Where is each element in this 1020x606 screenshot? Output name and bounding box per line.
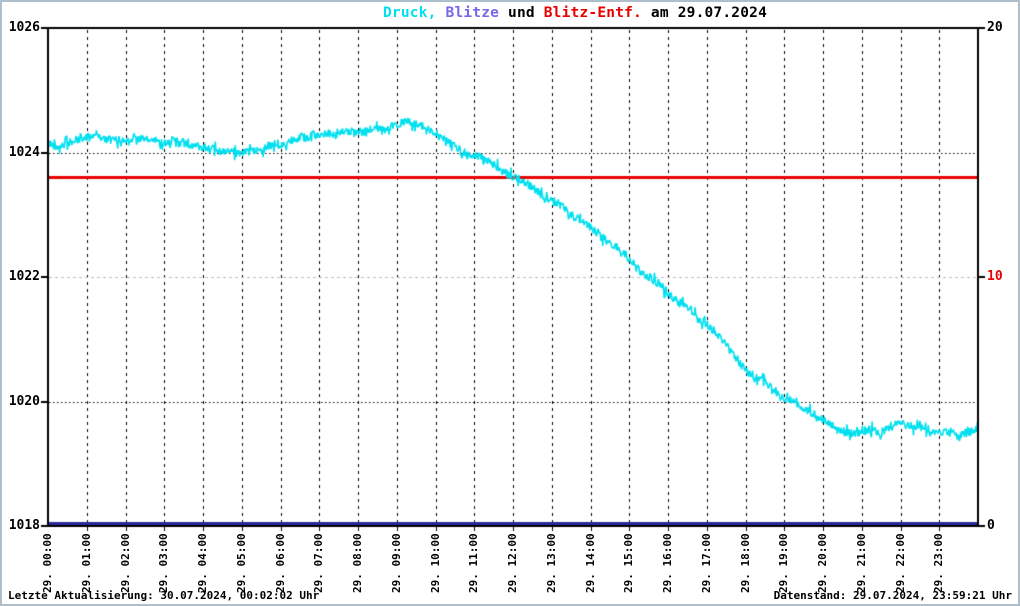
x-tick-label: 29. 09:00 bbox=[389, 533, 403, 593]
x-tick-label: 29. 15:00 bbox=[622, 533, 636, 593]
last-update-text: Letzte Aktualisierung: 30.07.2024, 00:02… bbox=[8, 589, 320, 602]
x-tick-label: 29. 11:00 bbox=[467, 533, 481, 593]
x-tick-label: 29. 05:00 bbox=[234, 533, 248, 593]
chart-title: Druck, Blitze und Blitz-Entf. am 29.07.2… bbox=[2, 5, 1018, 21]
x-tick-label: 29. 12:00 bbox=[506, 533, 519, 593]
y-left-tick-label: 1024 bbox=[8, 144, 40, 160]
title-segment: und bbox=[499, 5, 544, 21]
x-tick-label: 29. 06:00 bbox=[273, 533, 287, 593]
title-segment: Druck, bbox=[382, 5, 437, 21]
x-tick-label: 29. 22:00 bbox=[893, 533, 907, 593]
x-tick-label: 29. 16:00 bbox=[661, 533, 674, 593]
y-left-tick-label: 1022 bbox=[8, 269, 40, 284]
x-tick-label: 29. 17:00 bbox=[699, 533, 713, 593]
x-tick-label: 29. 19:00 bbox=[777, 533, 791, 593]
x-tick-label: 29. 00:00 bbox=[41, 533, 54, 593]
x-tick-label: 29. 21:00 bbox=[854, 533, 868, 593]
x-tick-label: 29. 04:00 bbox=[196, 533, 209, 593]
y-right-tick-label: 20 bbox=[987, 20, 1003, 35]
x-tick-label: 29. 13:00 bbox=[544, 533, 558, 593]
x-tick-label: 29. 02:00 bbox=[118, 533, 132, 593]
title-segment: Blitz-Entf. bbox=[543, 5, 642, 21]
x-tick-label: 29. 07:00 bbox=[312, 533, 326, 593]
y-right-tick-label: 10 bbox=[987, 269, 1003, 284]
title-segment: am 29.07.2024 bbox=[641, 5, 768, 21]
x-tick-label: 29. 14:00 bbox=[583, 533, 597, 593]
data-timestamp-text: Datenstand: 29.07.2024, 23:59:21 Uhr bbox=[773, 589, 1012, 602]
x-tick-label: 29. 20:00 bbox=[816, 533, 829, 593]
title-segment: Blitze bbox=[436, 5, 500, 21]
y-left-tick-label: 1020 bbox=[8, 393, 40, 409]
x-tick-label: 29. 18:00 bbox=[738, 533, 752, 593]
y-left-tick-label: 1026 bbox=[8, 20, 40, 35]
y-right-tick-label: 0 bbox=[987, 518, 995, 533]
x-tick-label: 29. 03:00 bbox=[157, 533, 171, 593]
x-tick-label: 29. 08:00 bbox=[351, 533, 364, 593]
y-left-tick-label: 1018 bbox=[8, 518, 40, 533]
x-tick-label: 29. 23:00 bbox=[932, 533, 946, 593]
x-tick-label: 29. 01:00 bbox=[79, 533, 93, 593]
x-tick-label: 29. 10:00 bbox=[428, 533, 442, 593]
